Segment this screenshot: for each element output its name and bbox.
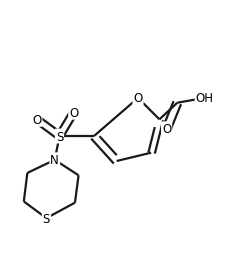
Text: O: O [32, 114, 41, 126]
Text: N: N [50, 154, 59, 167]
Text: O: O [134, 92, 143, 105]
Text: S: S [56, 130, 63, 143]
Text: OH: OH [196, 92, 214, 105]
Text: O: O [69, 106, 78, 119]
Text: S: S [43, 212, 50, 225]
Text: O: O [162, 123, 171, 136]
